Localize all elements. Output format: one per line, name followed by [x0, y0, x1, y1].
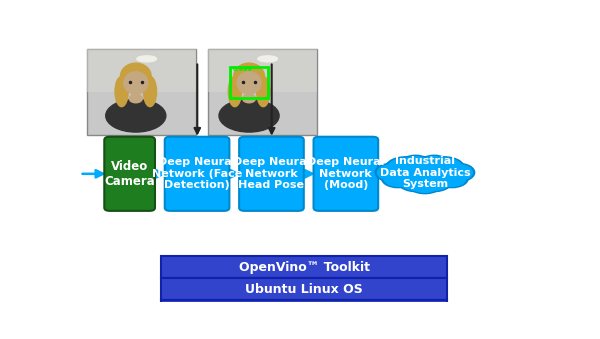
Ellipse shape — [124, 72, 148, 94]
Ellipse shape — [106, 99, 166, 132]
FancyBboxPatch shape — [161, 278, 447, 300]
Ellipse shape — [115, 77, 128, 107]
FancyBboxPatch shape — [239, 137, 304, 211]
Text: Ubuntu Linux OS: Ubuntu Linux OS — [245, 283, 363, 296]
Circle shape — [424, 157, 464, 179]
Circle shape — [442, 163, 475, 182]
Ellipse shape — [257, 77, 270, 107]
Text: OpenVino™ Toolkit: OpenVino™ Toolkit — [239, 261, 370, 274]
Circle shape — [385, 157, 425, 179]
FancyBboxPatch shape — [86, 48, 196, 135]
Ellipse shape — [143, 77, 157, 107]
Circle shape — [403, 157, 428, 171]
Circle shape — [438, 171, 466, 186]
FancyBboxPatch shape — [161, 300, 447, 323]
Circle shape — [445, 165, 472, 180]
Circle shape — [401, 159, 449, 186]
Text: th: th — [244, 302, 254, 311]
Text: Deep Neural
Network
(Mood): Deep Neural Network (Mood) — [307, 157, 385, 191]
Circle shape — [382, 170, 414, 188]
FancyBboxPatch shape — [104, 137, 155, 211]
Text: Industrial
Data Analytics
System: Industrial Data Analytics System — [380, 156, 470, 189]
FancyBboxPatch shape — [208, 48, 317, 92]
Circle shape — [384, 171, 412, 186]
Circle shape — [427, 158, 462, 178]
Circle shape — [398, 172, 433, 192]
FancyBboxPatch shape — [165, 137, 229, 211]
Circle shape — [421, 157, 447, 171]
Circle shape — [398, 158, 451, 187]
Ellipse shape — [137, 56, 157, 62]
Circle shape — [407, 174, 443, 194]
Circle shape — [410, 175, 440, 192]
Ellipse shape — [234, 63, 265, 89]
FancyBboxPatch shape — [314, 137, 378, 211]
FancyBboxPatch shape — [161, 256, 447, 278]
Circle shape — [400, 173, 431, 190]
Circle shape — [416, 172, 452, 192]
Text: Deep Neural
Network (Face
Detection): Deep Neural Network (Face Detection) — [152, 157, 242, 191]
Circle shape — [419, 155, 449, 173]
Text: Video
Camera: Video Camera — [104, 160, 155, 188]
Ellipse shape — [258, 56, 277, 62]
Text: 6  Generation Intel® Core Processor: 6 Generation Intel® Core Processor — [177, 305, 431, 318]
Ellipse shape — [121, 63, 151, 89]
FancyBboxPatch shape — [86, 48, 196, 92]
Ellipse shape — [237, 72, 261, 94]
Circle shape — [388, 158, 423, 178]
Circle shape — [377, 165, 406, 180]
Circle shape — [419, 173, 449, 190]
FancyBboxPatch shape — [208, 48, 317, 135]
Text: Deep Neural
Network
(Head Pose): Deep Neural Network (Head Pose) — [233, 157, 310, 191]
Ellipse shape — [228, 77, 241, 107]
Text: 0.999: 0.999 — [232, 66, 252, 72]
Circle shape — [375, 163, 408, 182]
Circle shape — [400, 155, 431, 173]
Ellipse shape — [242, 94, 256, 103]
Ellipse shape — [129, 94, 142, 103]
Ellipse shape — [219, 99, 279, 132]
Circle shape — [436, 170, 468, 188]
